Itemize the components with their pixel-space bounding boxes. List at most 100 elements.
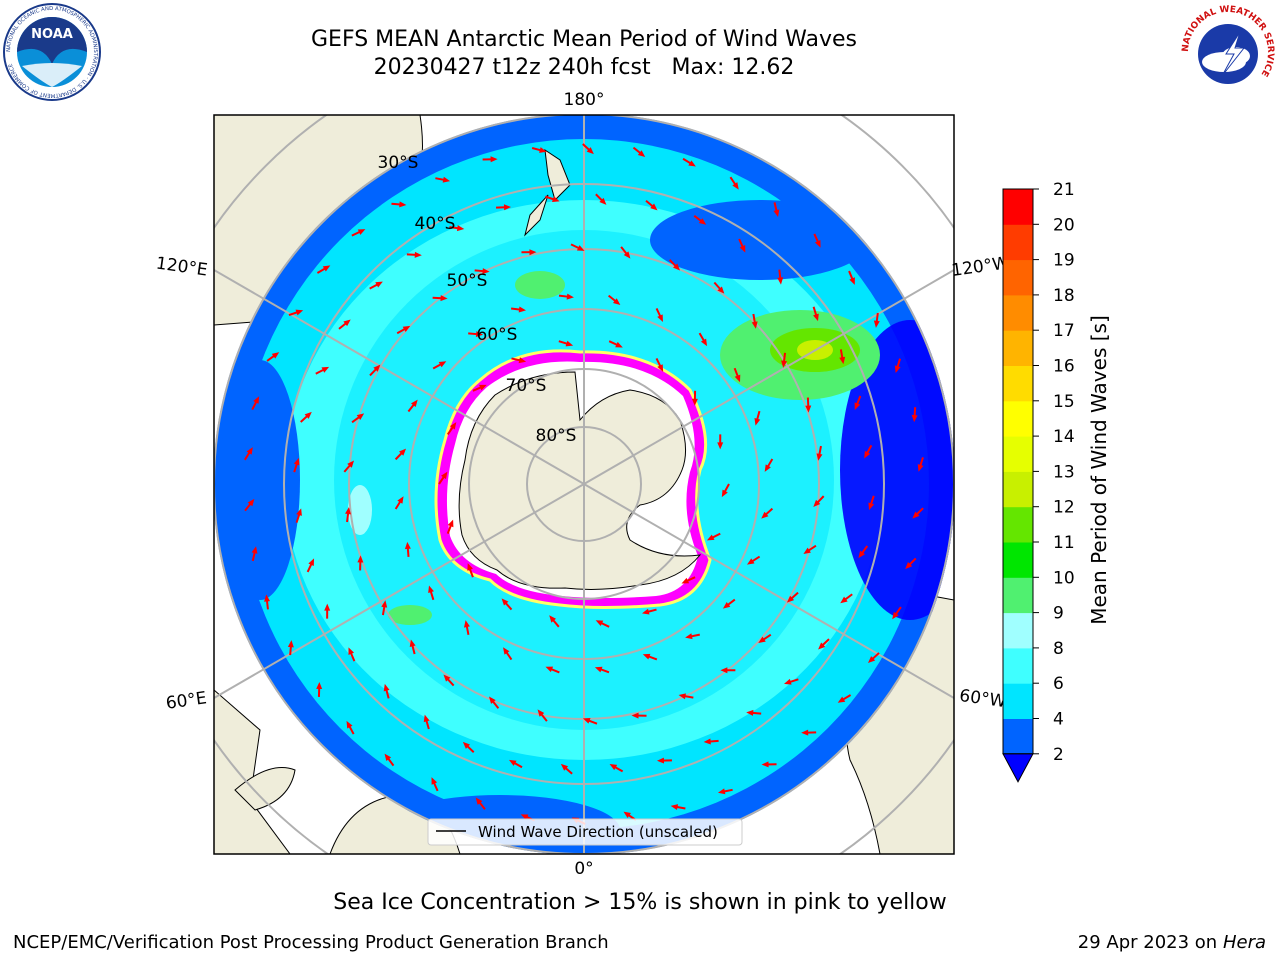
wave-arrow-head: [813, 500, 820, 507]
wave-arrow-head: [448, 520, 454, 528]
wave-arrow: [253, 549, 256, 561]
wave-arrow: [915, 508, 924, 516]
wave-arrow-head: [740, 245, 746, 253]
wave-arrow: [574, 819, 585, 824]
map-frame: [214, 115, 954, 854]
wave-arrow-head: [817, 453, 823, 460]
wave-arrow-head: [720, 667, 727, 673]
wave-arrow: [545, 197, 556, 201]
wave-arrow-head: [443, 177, 450, 183]
wave-arrow: [475, 270, 487, 271]
wave-arrow: [806, 546, 816, 553]
wave-arrow: [870, 653, 879, 661]
wave-arrow: [512, 761, 522, 767]
wave-arrow: [876, 313, 878, 325]
colorbar-tick-label: 17: [1053, 321, 1075, 341]
wave-arrow: [683, 159, 693, 165]
wave-arrow-head: [561, 764, 568, 771]
wave-arrow-head: [479, 385, 487, 391]
wave-arrow-head: [855, 402, 861, 410]
wave-arrow-head: [476, 331, 483, 337]
colorbar-frame: [1003, 189, 1033, 754]
lon-label-120w: 120°W: [950, 253, 1010, 281]
wave-arrow-head: [849, 277, 855, 285]
wave-arrow: [700, 333, 706, 343]
wave-arrow-head: [918, 464, 924, 472]
madagascar-land: [235, 768, 295, 811]
wave-arrow-head: [405, 542, 411, 549]
wave-arrow: [756, 411, 759, 423]
wave-arrow-head: [723, 602, 730, 609]
wave-arrow-head: [864, 451, 870, 459]
wave-arrow-head: [529, 249, 536, 255]
wave-arrow-head: [482, 268, 489, 274]
wave-arrow: [841, 349, 843, 361]
wave-arrow-head: [552, 196, 560, 202]
wave-arrow-head: [463, 742, 470, 749]
wave-arrow: [721, 790, 733, 792]
colorbar-tick-label: 19: [1053, 251, 1075, 271]
wave-arrow-head: [323, 265, 331, 271]
wave-arrow-head: [624, 251, 631, 258]
wave-arrow: [645, 610, 657, 613]
wave-arrow: [598, 622, 609, 627]
wave-arrow-head: [752, 321, 758, 328]
colorbar-label: Mean Period of Wind Waves [s]: [1087, 315, 1111, 625]
wave-arrow: [344, 463, 352, 472]
wave-arrow: [684, 577, 695, 582]
south-america-land: [780, 542, 954, 854]
wave-arrow: [294, 461, 298, 472]
wave-arrow-head: [358, 229, 366, 235]
colorbar-bin: [1003, 401, 1033, 437]
colorbar-tick-label: 16: [1053, 357, 1075, 377]
wave-arrow-head: [308, 558, 314, 566]
wave-arrow-head: [754, 418, 760, 426]
wave-arrow: [397, 327, 407, 333]
colorbar-bin: [1003, 613, 1033, 649]
wave-arrow: [897, 359, 901, 370]
wave-arrow-head: [587, 147, 594, 154]
wave-arrow: [524, 816, 535, 821]
lon-label-60e: 60°E: [165, 688, 208, 713]
wave-arrow-head: [746, 710, 753, 716]
wave-arrow-head: [895, 365, 901, 373]
ocean-mid-band: [239, 139, 929, 829]
wave-arrow: [609, 296, 618, 304]
southern-africa-land: [330, 795, 460, 854]
colorbar-bin: [1003, 719, 1033, 755]
footer-date: 29 Apr 2023 on Hera: [1078, 932, 1266, 953]
wave-arrow-head: [803, 548, 810, 554]
wave-arrow-head: [701, 339, 707, 347]
wave-arrow-head: [801, 730, 808, 736]
colorbar-bin: [1003, 366, 1033, 402]
colorbar-bin: [1003, 330, 1033, 366]
wave-arrow-head: [549, 615, 556, 622]
wave-arrow-head: [519, 357, 526, 363]
wave-arrow: [433, 298, 445, 299]
colorbar-tick-label: 9: [1053, 604, 1064, 624]
wave-arrow-head: [595, 667, 603, 673]
wave-arrow: [843, 594, 853, 601]
wave-arrow: [583, 144, 592, 152]
wave-arrow: [787, 679, 798, 683]
wave-arrow: [469, 566, 473, 577]
wave-arrow: [449, 227, 461, 228]
wave-arrow: [563, 766, 572, 774]
wave-arrow: [433, 363, 444, 369]
wave-arrow-head: [912, 415, 918, 422]
colorbar-tick-label: 12: [1053, 498, 1075, 518]
svg-text:NOAA: NOAA: [31, 27, 73, 42]
wave-arrow: [674, 806, 686, 808]
colorbar-under-arrow: [1003, 754, 1033, 782]
wave-arrow-head: [343, 319, 350, 326]
wave-arrow: [707, 741, 719, 742]
colorbar-bin: [1003, 542, 1033, 578]
wave-arrow-head: [874, 320, 880, 327]
wave-arrow: [370, 367, 378, 376]
lat-label-70: 70°S: [506, 376, 547, 396]
colorbar-tick-label: 8: [1053, 639, 1064, 659]
wave-arrow: [763, 509, 772, 517]
wave-arrow: [245, 450, 251, 460]
wave-arrow-head: [432, 777, 438, 785]
